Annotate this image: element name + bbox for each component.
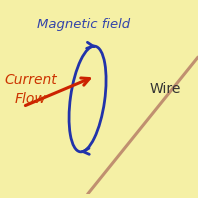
- Text: Magnetic field: Magnetic field: [37, 18, 130, 31]
- Text: Wire: Wire: [150, 83, 181, 96]
- Text: Flow: Flow: [15, 92, 46, 106]
- Text: Current: Current: [4, 73, 57, 87]
